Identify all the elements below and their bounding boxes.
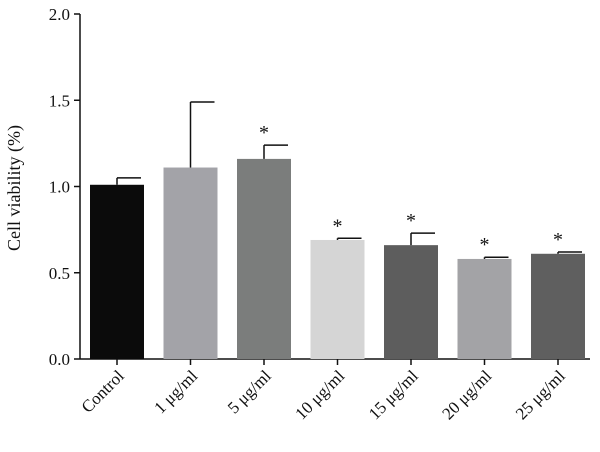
significance-marker: *: [406, 210, 416, 232]
significance-marker: *: [480, 234, 490, 256]
bar: [457, 258, 512, 359]
x-category-label: 25 μg/ml: [512, 366, 569, 423]
x-category-label: 15 μg/ml: [365, 366, 422, 423]
significance-markers: * * * * *: [259, 122, 563, 256]
y-ticks: 0.0 0.5 1.0 1.5 2.0: [49, 5, 559, 369]
y-axis-title: Cell viability (%): [4, 125, 25, 251]
bar: [90, 184, 144, 359]
bar: [310, 239, 365, 359]
significance-marker: *: [333, 215, 343, 237]
error-bars: [116, 101, 582, 259]
x-category-label: Control: [78, 366, 128, 416]
y-tick-label: 1.0: [49, 178, 70, 197]
bars: [90, 158, 585, 359]
y-tick-label: 0.0: [49, 350, 70, 369]
bar: [384, 245, 438, 359]
y-tick-label: 2.0: [49, 5, 70, 24]
x-category-label: 1 μg/ml: [150, 366, 201, 417]
x-category-labels: Control 1 μg/ml 5 μg/ml 10 μg/ml 15 μg/ml 20 …: [78, 366, 569, 423]
x-category-label: 5 μg/ml: [224, 366, 275, 417]
bar: [237, 158, 291, 359]
bar: [531, 253, 585, 359]
bar: [163, 167, 218, 359]
x-category-label: 20 μg/ml: [438, 366, 495, 423]
y-tick-label: 0.5: [49, 264, 70, 283]
x-category-label: 10 μg/ml: [291, 366, 348, 423]
significance-marker: *: [553, 229, 563, 251]
y-tick-label: 1.5: [49, 91, 70, 110]
significance-marker: *: [259, 122, 269, 144]
